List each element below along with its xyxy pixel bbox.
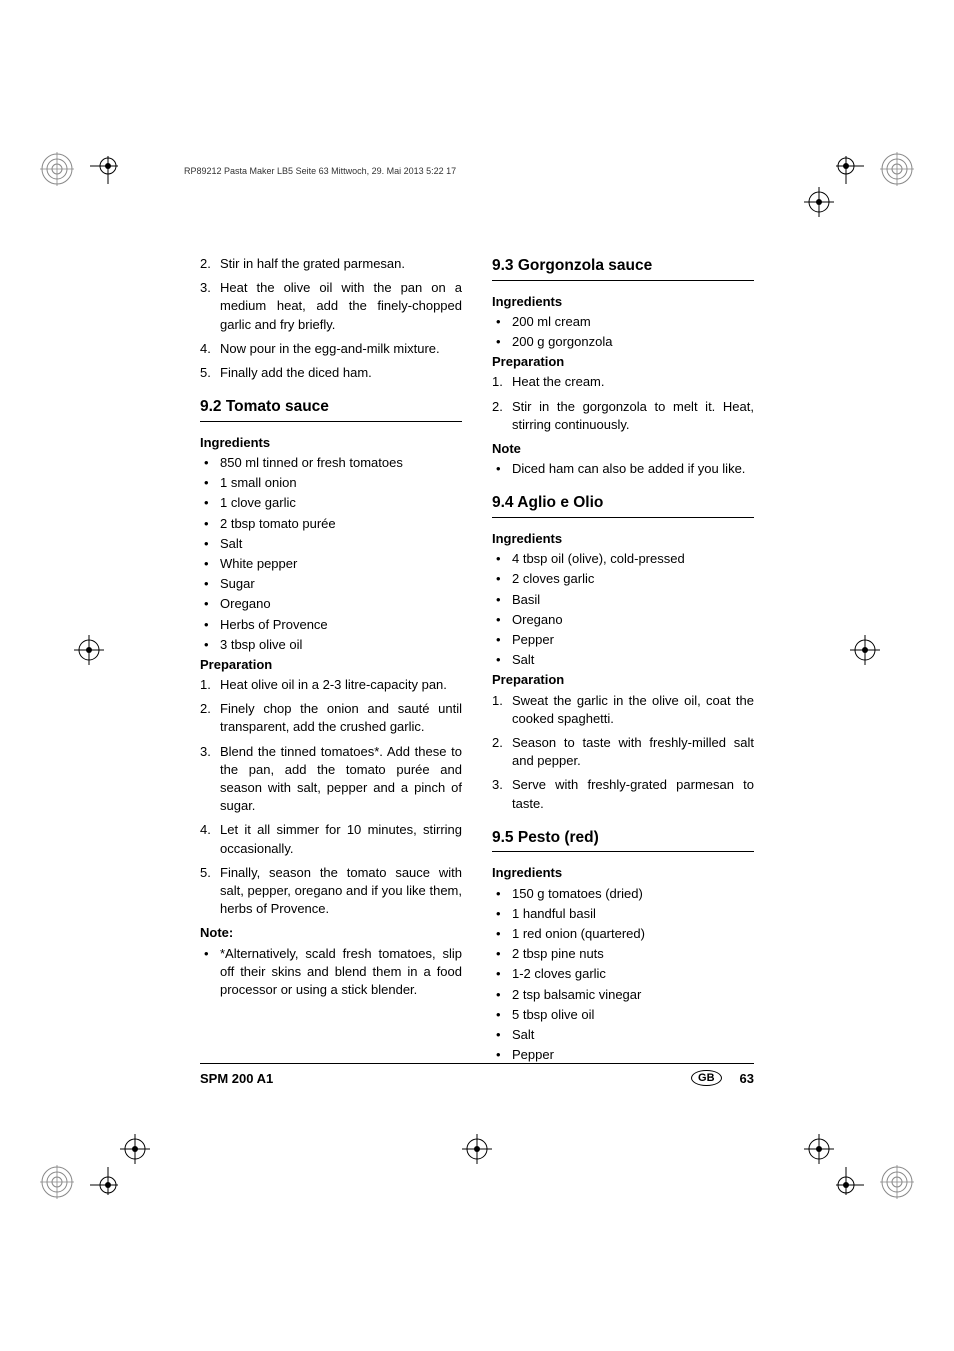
note-item: •*Alternatively, scald fresh tomatoes, s… bbox=[200, 945, 462, 1000]
crop-mark-icon bbox=[90, 1167, 126, 1203]
ingredient-item: •1 clove garlic bbox=[200, 494, 462, 512]
title-rule bbox=[492, 851, 754, 852]
section-9-5-title: 9.5 Pesto (red) bbox=[492, 827, 754, 849]
right-column: 9.3 Gorgonzola sauce Ingredients •200 ml… bbox=[492, 255, 754, 1071]
registration-mark-icon bbox=[74, 635, 104, 665]
numbered-step: 4.Let it all simmer for 10 minutes, stir… bbox=[200, 821, 462, 857]
numbered-step: 1.Heat the cream. bbox=[492, 373, 754, 391]
numbered-step: 3.Heat the olive oil with the pan on a m… bbox=[200, 279, 462, 334]
note-header: Note: bbox=[200, 924, 462, 942]
registration-mark-icon bbox=[850, 635, 880, 665]
ingredient-item: •Pepper bbox=[492, 1046, 754, 1064]
numbered-step: 1.Sweat the garlic in the olive oil, coa… bbox=[492, 692, 754, 728]
registration-mark-icon bbox=[462, 1134, 492, 1164]
ingredients-header: Ingredients bbox=[492, 293, 754, 311]
page-body: 2.Stir in half the grated parmesan. 3.Hea… bbox=[200, 255, 754, 1071]
target-mark-icon bbox=[40, 1165, 74, 1199]
preparation-header: Preparation bbox=[492, 671, 754, 689]
title-rule bbox=[492, 517, 754, 518]
page-number: 63 bbox=[740, 1071, 754, 1086]
ingredient-item: •Herbs of Provence bbox=[200, 616, 462, 634]
registration-mark-icon bbox=[804, 1134, 834, 1164]
numbered-step: 5.Finally, season the tomato sauce with … bbox=[200, 864, 462, 919]
numbered-step: 2.Stir in half the grated parmesan. bbox=[200, 255, 462, 273]
crop-mark-icon bbox=[90, 148, 126, 184]
ingredient-item: •1-2 cloves garlic bbox=[492, 965, 754, 983]
ingredient-item: •1 handful basil bbox=[492, 905, 754, 923]
ingredient-item: •1 small onion bbox=[200, 474, 462, 492]
ingredient-item: •Salt bbox=[492, 1026, 754, 1044]
numbered-step: 3.Serve with freshly-grated parmesan to … bbox=[492, 776, 754, 812]
numbered-step: 5.Finally add the diced ham. bbox=[200, 364, 462, 382]
print-header: RP89212 Pasta Maker LB5 Seite 63 Mittwoc… bbox=[184, 166, 456, 176]
note-header: Note bbox=[492, 440, 754, 458]
numbered-step: 2.Finely chop the onion and sauté until … bbox=[200, 700, 462, 736]
ingredient-item: •Salt bbox=[200, 535, 462, 553]
note-item: •Diced ham can also be added if you like… bbox=[492, 460, 754, 478]
registration-mark-icon bbox=[804, 187, 834, 217]
footer-model: SPM 200 A1 bbox=[200, 1071, 273, 1086]
ingredients-header: Ingredients bbox=[492, 864, 754, 882]
ingredient-item: •5 tbsp olive oil bbox=[492, 1006, 754, 1024]
ingredients-header: Ingredients bbox=[492, 530, 754, 548]
left-column: 2.Stir in half the grated parmesan. 3.Hea… bbox=[200, 255, 462, 1071]
ingredient-item: •2 tbsp tomato purée bbox=[200, 515, 462, 533]
registration-mark-icon bbox=[120, 1134, 150, 1164]
section-9-4-title: 9.4 Aglio e Olio bbox=[492, 492, 754, 514]
ingredient-item: •200 ml cream bbox=[492, 313, 754, 331]
ingredient-item: •4 tbsp oil (olive), cold-pressed bbox=[492, 550, 754, 568]
ingredient-item: •White pepper bbox=[200, 555, 462, 573]
numbered-step: 1.Heat olive oil in a 2-3 litre-capacity… bbox=[200, 676, 462, 694]
target-mark-icon bbox=[880, 1165, 914, 1199]
ingredients-header: Ingredients bbox=[200, 434, 462, 452]
ingredient-item: •Salt bbox=[492, 651, 754, 669]
ingredient-item: •150 g tomatoes (dried) bbox=[492, 885, 754, 903]
ingredient-item: •Sugar bbox=[200, 575, 462, 593]
numbered-step: 4.Now pour in the egg-and-milk mixture. bbox=[200, 340, 462, 358]
ingredient-item: •Oregano bbox=[492, 611, 754, 629]
ingredient-item: •Pepper bbox=[492, 631, 754, 649]
ingredient-item: •Basil bbox=[492, 591, 754, 609]
numbered-step: 2.Season to taste with freshly-milled sa… bbox=[492, 734, 754, 770]
ingredient-item: •200 g gorgonzola bbox=[492, 333, 754, 351]
region-badge: GB bbox=[691, 1070, 722, 1086]
ingredient-item: •Oregano bbox=[200, 595, 462, 613]
preparation-header: Preparation bbox=[200, 656, 462, 674]
ingredient-item: •3 tbsp olive oil bbox=[200, 636, 462, 654]
crop-mark-icon bbox=[828, 1167, 864, 1203]
target-mark-icon bbox=[40, 152, 74, 186]
crop-mark-icon bbox=[828, 148, 864, 184]
numbered-step: 3.Blend the tinned tomatoes*. Add these … bbox=[200, 743, 462, 816]
ingredient-item: •2 tbsp pine nuts bbox=[492, 945, 754, 963]
section-9-2-title: 9.2 Tomato sauce bbox=[200, 396, 462, 418]
ingredient-item: •850 ml tinned or fresh tomatoes bbox=[200, 454, 462, 472]
ingredient-item: •1 red onion (quartered) bbox=[492, 925, 754, 943]
ingredient-item: •2 cloves garlic bbox=[492, 570, 754, 588]
ingredient-item: •2 tsp balsamic vinegar bbox=[492, 986, 754, 1004]
target-mark-icon bbox=[880, 152, 914, 186]
preparation-header: Preparation bbox=[492, 353, 754, 371]
section-9-3-title: 9.3 Gorgonzola sauce bbox=[492, 255, 754, 277]
title-rule bbox=[492, 280, 754, 281]
title-rule bbox=[200, 421, 462, 422]
numbered-step: 2.Stir in the gorgonzola to melt it. Hea… bbox=[492, 398, 754, 434]
page-footer: SPM 200 A1 GB 63 bbox=[200, 1063, 754, 1086]
